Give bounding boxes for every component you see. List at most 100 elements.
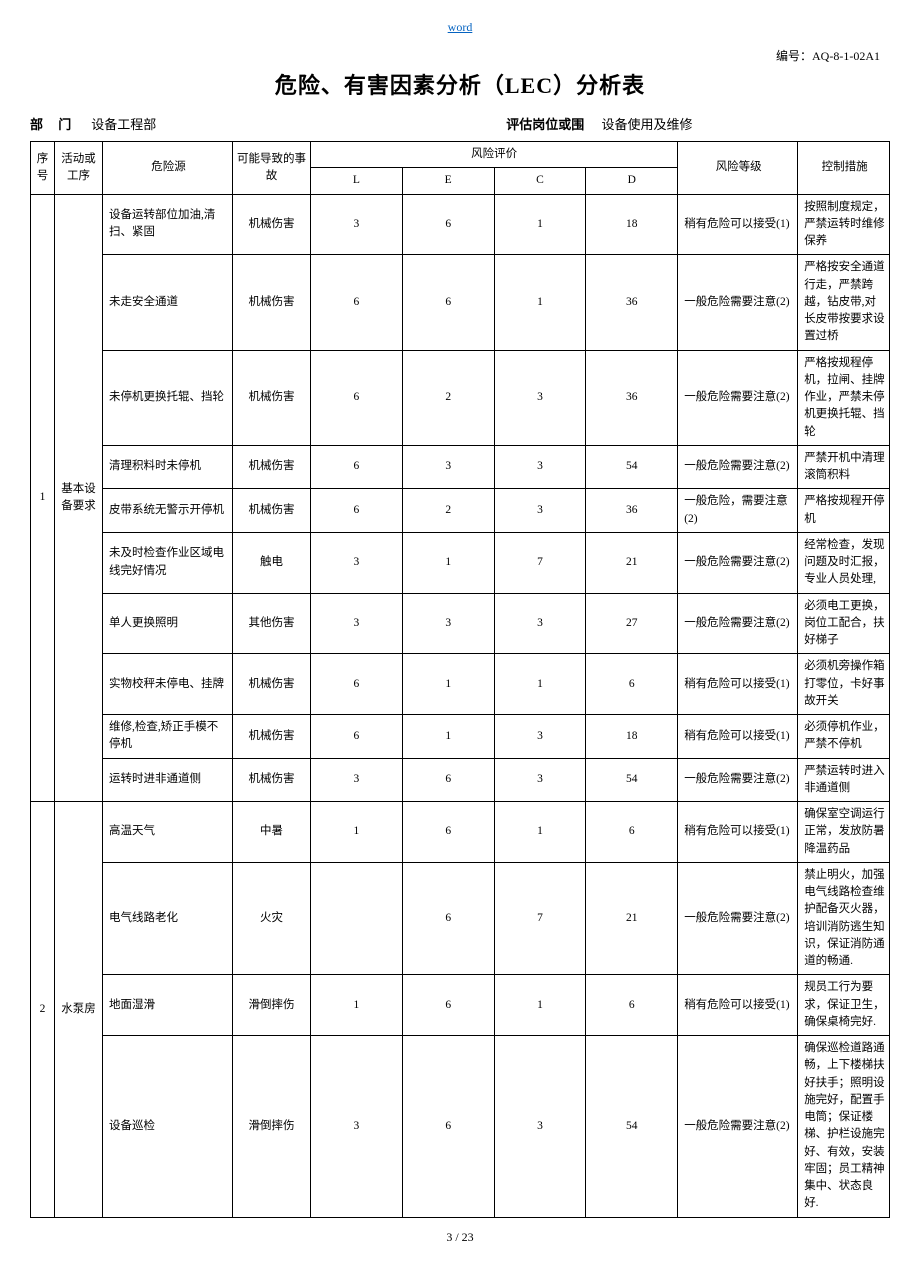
cell-accident: 机械伤害 — [233, 758, 311, 802]
cell-E: 6 — [402, 758, 494, 802]
cell-C: 1 — [494, 654, 586, 715]
cell-level: 一般危险需要注意(2) — [678, 532, 798, 593]
lec-table: 序号 活动或工序 危险源 可能导致的事故 风险评价 风险等级 控制措施 L E … — [30, 141, 890, 1218]
table-row: 未停机更换托辊、挡轮机械伤害62336一般危险需要注意(2)严格按规程停机，拉闸… — [31, 350, 890, 445]
cell-accident: 火灾 — [233, 862, 311, 975]
page-title: 危险、有害因素分析（LEC）分析表 — [30, 68, 890, 100]
table-row: 1基本设备要求设备运转部位加油,清扫、紧固机械伤害36118稍有危险可以接受(1… — [31, 194, 890, 255]
cell-source: 清理积料时未停机 — [103, 445, 233, 489]
cell-level: 稍有危险可以接受(1) — [678, 975, 798, 1036]
cell-activity: 基本设备要求 — [55, 194, 103, 802]
table-row: 设备巡检滑倒摔伤36354一般危险需要注意(2)确保巡检道路通畅，上下楼梯扶好扶… — [31, 1036, 890, 1218]
cell-D: 21 — [586, 532, 678, 593]
cell-C: 3 — [494, 350, 586, 445]
cell-source: 电气线路老化 — [103, 862, 233, 975]
table-row: 未及时检查作业区域电线完好情况触电31721一般危险需要注意(2)经常检查，发现… — [31, 532, 890, 593]
th-seq: 序号 — [31, 142, 55, 195]
cell-source: 未及时检查作业区域电线完好情况 — [103, 532, 233, 593]
cell-E: 6 — [402, 862, 494, 975]
cell-E: 6 — [402, 975, 494, 1036]
cell-L: 3 — [311, 194, 403, 255]
cell-E: 6 — [402, 1036, 494, 1218]
cell-L: 6 — [311, 489, 403, 533]
cell-L: 6 — [311, 350, 403, 445]
cell-source: 运转时进非通道侧 — [103, 758, 233, 802]
cell-L: 1 — [311, 975, 403, 1036]
cell-level: 一般危险需要注意(2) — [678, 1036, 798, 1218]
cell-E: 6 — [402, 194, 494, 255]
cell-control: 规员工行为要求，保证卫生，确保桌椅完好. — [798, 975, 890, 1036]
cell-source: 地面湿滑 — [103, 975, 233, 1036]
cell-level: 稍有危险可以接受(1) — [678, 654, 798, 715]
th-C: C — [494, 168, 586, 194]
cell-E: 2 — [402, 489, 494, 533]
cell-accident: 机械伤害 — [233, 350, 311, 445]
page-sep: / — [452, 1230, 461, 1244]
doc-code: 编号：AQ-8-1-02A1 — [30, 47, 890, 64]
table-row: 地面湿滑滑倒摔伤1616稍有危险可以接受(1)规员工行为要求，保证卫生，确保桌椅… — [31, 975, 890, 1036]
cell-control: 严禁运转时进入非通道侧 — [798, 758, 890, 802]
cell-C: 3 — [494, 593, 586, 654]
cell-control: 严格按规程停机，拉闸、挂牌作业，严禁未停机更换托辊、挡轮 — [798, 350, 890, 445]
cell-accident: 机械伤害 — [233, 654, 311, 715]
cell-source: 未停机更换托辊、挡轮 — [103, 350, 233, 445]
table-row: 清理积料时未停机机械伤害63354一般危险需要注意(2)严禁开机中清理滚筒积料 — [31, 445, 890, 489]
cell-source: 设备运转部位加油,清扫、紧固 — [103, 194, 233, 255]
cell-L: 3 — [311, 1036, 403, 1218]
header-link[interactable]: word — [448, 20, 473, 34]
cell-accident: 机械伤害 — [233, 489, 311, 533]
th-risk-eval: 风险评价 — [311, 142, 678, 168]
cell-level: 一般危险，需要注意(2) — [678, 489, 798, 533]
cell-E: 1 — [402, 532, 494, 593]
meta-row: 部 门 设备工程部 评估岗位或围 设备使用及维修 — [30, 114, 890, 133]
cell-source: 高温天气 — [103, 802, 233, 863]
cell-D: 18 — [586, 715, 678, 759]
cell-control: 确保巡检道路通畅，上下楼梯扶好扶手；照明设施完好，配置手电筒；保证楼梯、护栏设施… — [798, 1036, 890, 1218]
cell-D: 27 — [586, 593, 678, 654]
dept-value: 设备工程部 — [91, 114, 156, 133]
cell-D: 36 — [586, 489, 678, 533]
cell-E: 3 — [402, 593, 494, 654]
cell-source: 单人更换照明 — [103, 593, 233, 654]
cell-C: 7 — [494, 862, 586, 975]
cell-E: 6 — [402, 802, 494, 863]
cell-accident: 触电 — [233, 532, 311, 593]
cell-D: 21 — [586, 862, 678, 975]
cell-level: 一般危险需要注意(2) — [678, 758, 798, 802]
cell-level: 一般危险需要注意(2) — [678, 593, 798, 654]
header-link-wrap: word — [30, 20, 890, 35]
cell-level: 一般危险需要注意(2) — [678, 350, 798, 445]
cell-E: 1 — [402, 654, 494, 715]
cell-source: 皮带系统无警示开停机 — [103, 489, 233, 533]
cell-C: 1 — [494, 975, 586, 1036]
cell-D: 36 — [586, 350, 678, 445]
cell-E: 1 — [402, 715, 494, 759]
cell-source: 未走安全通道 — [103, 255, 233, 350]
cell-accident: 滑倒摔伤 — [233, 975, 311, 1036]
cell-L — [311, 862, 403, 975]
cell-accident: 机械伤害 — [233, 715, 311, 759]
table-row: 2水泵房高温天气中暑1616稍有危险可以接受(1)确保室空调运行正常，发放防暑降… — [31, 802, 890, 863]
cell-control: 禁止明火，加强电气线路检查维护配备灭火器，培训消防逃生知识，保证消防通道的畅通. — [798, 862, 890, 975]
cell-control: 严格按规程开停机 — [798, 489, 890, 533]
cell-level: 一般危险需要注意(2) — [678, 445, 798, 489]
cell-L: 3 — [311, 532, 403, 593]
cell-D: 18 — [586, 194, 678, 255]
cell-D: 6 — [586, 654, 678, 715]
cell-source: 维修,检查,矫正手模不停机 — [103, 715, 233, 759]
cell-accident: 机械伤害 — [233, 445, 311, 489]
table-row: 维修,检查,矫正手模不停机机械伤害61318稍有危险可以接受(1)必须停机作业，… — [31, 715, 890, 759]
cell-C: 1 — [494, 255, 586, 350]
cell-D: 54 — [586, 445, 678, 489]
cell-accident: 机械伤害 — [233, 194, 311, 255]
doc-code-value: AQ-8-1-02A1 — [812, 49, 880, 63]
th-control: 控制措施 — [798, 142, 890, 195]
cell-control: 严格按安全通道行走，严禁跨越，钻皮带,对长皮带按要求设置过桥 — [798, 255, 890, 350]
cell-D: 36 — [586, 255, 678, 350]
cell-C: 3 — [494, 715, 586, 759]
cell-C: 3 — [494, 1036, 586, 1218]
cell-seq: 2 — [31, 802, 55, 1218]
cell-C: 1 — [494, 194, 586, 255]
post-label: 评估岗位或围 — [506, 117, 584, 132]
cell-C: 3 — [494, 758, 586, 802]
